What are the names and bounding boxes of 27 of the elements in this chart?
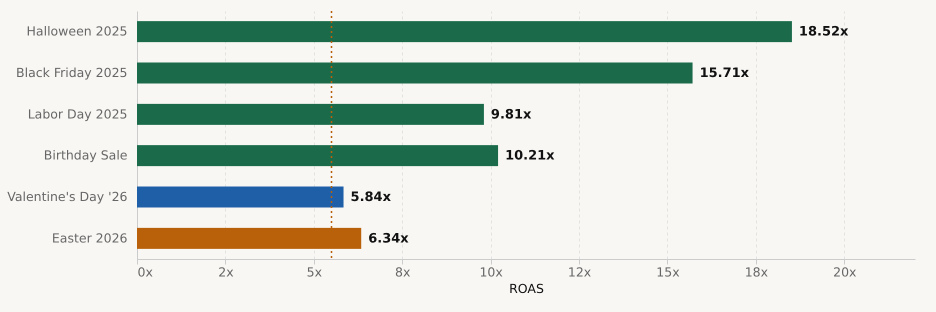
data-label: 18.52x xyxy=(798,24,850,40)
data-label: 10.21x xyxy=(505,148,556,164)
x-tick-label: 5x xyxy=(306,264,322,280)
bar xyxy=(137,104,484,125)
y-tick-label: Labor Day 2025 xyxy=(28,106,128,122)
x-tick-label: 0x xyxy=(138,264,153,280)
bar xyxy=(137,21,792,42)
y-tick-label: Birthday Sale xyxy=(44,148,128,163)
y-tick-label: Halloween 2025 xyxy=(26,24,128,39)
y-tick-label: Easter 2026 xyxy=(52,230,128,246)
x-tick-label: 8x xyxy=(395,264,410,280)
x-tick-label: 18x xyxy=(744,264,768,280)
data-label: 5.84x xyxy=(350,190,392,205)
y-tick-label: Black Friday 2025 xyxy=(16,65,128,80)
data-label: 6.34x xyxy=(368,231,410,246)
x-tick-label: 20x xyxy=(833,264,856,280)
bar xyxy=(137,62,693,84)
bar xyxy=(137,186,344,208)
x-tick-label: 15x xyxy=(656,264,680,280)
data-label: 15.71x xyxy=(700,66,750,81)
bar xyxy=(137,145,498,166)
y-tick-label: Valentine's Day '26 xyxy=(7,189,128,204)
x-axis-title: ROAS xyxy=(509,281,544,296)
x-tick-label: 10x xyxy=(479,264,503,280)
data-label: 9.81x xyxy=(490,107,532,122)
x-tick-label: 2x xyxy=(218,264,234,280)
x-tick-label: 12x xyxy=(568,264,592,280)
